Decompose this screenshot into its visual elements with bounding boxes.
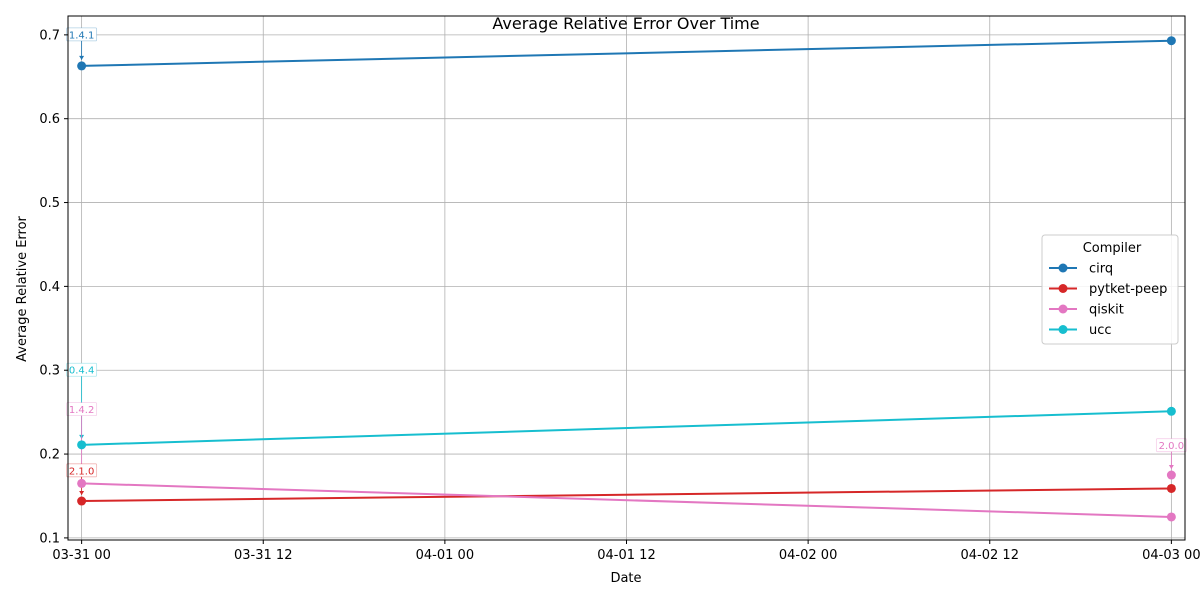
legend-label-pytket-peep: pytket-peep <box>1089 282 1167 297</box>
y-tick-label: 0.5 <box>39 196 60 211</box>
series-line-ucc <box>81 410 1172 446</box>
annotation-arrowhead <box>1168 465 1174 470</box>
annotation-label: 2.0.0 <box>1159 441 1184 452</box>
data-point-qiskit <box>77 478 87 488</box>
y-tick-label: 0.2 <box>39 448 60 463</box>
legend-marker-qiskit <box>1058 304 1068 314</box>
legend-box <box>1041 234 1179 345</box>
series-points <box>77 36 1176 522</box>
x-tick-label: 04-03 00 <box>1142 548 1200 563</box>
annotation-box <box>1155 438 1187 453</box>
x-axis-label: Date <box>610 571 641 586</box>
legend-marker-ucc <box>1058 325 1068 334</box>
annotation-box <box>66 402 98 417</box>
series-line-pytket-peep <box>81 487 1172 503</box>
legend-label-qiskit: qiskit <box>1089 303 1124 318</box>
data-point-cirq <box>1166 36 1176 46</box>
chart-title: Average Relative Error Over Time <box>492 14 759 33</box>
x-tick-label: 04-02 00 <box>779 548 837 563</box>
legend-items: cirq pytket-peep qiskit ucc <box>1049 262 1167 338</box>
data-point-pytket-peep <box>77 496 87 506</box>
data-point-ucc <box>77 440 87 450</box>
annotation-label: 1.4.1 <box>69 30 94 41</box>
annotation-label: 2.1.0 <box>69 466 94 477</box>
annotation-arrowhead <box>79 55 85 60</box>
legend: Compiler cirq pytket-peep qiskit ucc <box>1041 234 1179 345</box>
annotations: 1.4.1 0.4.4 1.4.2 2.1.0 2.0.0 <box>66 27 1187 496</box>
y-tick-label: 0.6 <box>39 112 60 127</box>
legend-label-ucc: ucc <box>1089 323 1112 338</box>
series-line-cirq <box>81 39 1172 67</box>
x-tick-label: 04-01 00 <box>416 548 474 563</box>
y-tick-label: 0.4 <box>39 280 60 295</box>
y-tick-label: 0.3 <box>39 364 60 379</box>
annotation-box <box>66 463 98 478</box>
legend-title: Compiler <box>1083 241 1142 256</box>
x-tick-label: 04-02 12 <box>961 548 1019 563</box>
x-axis-ticks: 03-31 00 03-31 12 04-01 00 04-01 12 04-02 00… <box>52 540 1200 563</box>
annotation-label: 1.4.2 <box>69 405 94 416</box>
data-point-pytket-peep <box>1166 483 1176 493</box>
x-tick-label: 03-31 00 <box>52 548 110 563</box>
legend-marker-cirq <box>1058 263 1068 273</box>
y-axis-ticks: 0.1 0.2 0.3 0.4 0.5 0.6 0.7 <box>39 28 68 546</box>
series-lines <box>81 39 1172 518</box>
data-point-ucc <box>1166 406 1176 416</box>
x-tick-label: 04-01 12 <box>597 548 655 563</box>
series-line-qiskit <box>81 482 1172 518</box>
legend-marker-pytket-peep <box>1058 284 1068 293</box>
x-tick-label: 03-31 12 <box>234 548 292 563</box>
y-tick-label: 0.1 <box>39 531 60 546</box>
grid-lines <box>68 16 1185 540</box>
y-axis-label: Average Relative Error <box>15 215 30 361</box>
annotation-arrowhead <box>79 491 85 496</box>
data-point-cirq <box>77 61 87 71</box>
legend-label-cirq: cirq <box>1089 262 1113 277</box>
annotation-label: 0.4.4 <box>69 366 94 377</box>
data-point-qiskit <box>1166 512 1176 522</box>
y-tick-label: 0.7 <box>39 28 60 43</box>
data-point-qiskit <box>1166 470 1176 480</box>
